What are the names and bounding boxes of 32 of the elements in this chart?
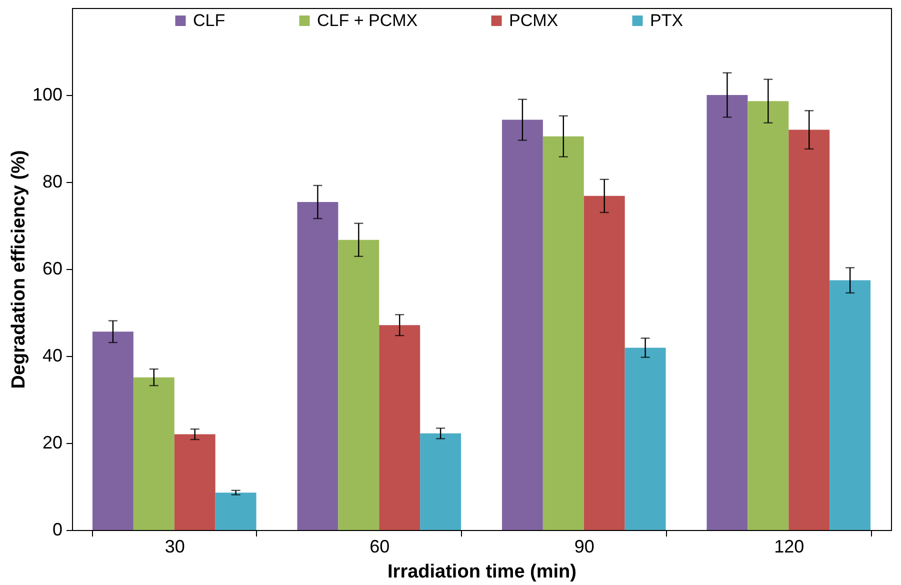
y-tick-label: 100 <box>32 84 62 104</box>
bar <box>133 377 174 530</box>
bar <box>379 325 420 530</box>
y-axis-title: Degradation efficiency (%) <box>8 150 30 389</box>
bar <box>788 130 830 530</box>
bar <box>584 196 625 530</box>
bar <box>830 280 871 530</box>
legend-label: CLF <box>193 10 226 30</box>
legend-label: CLF + PCMX <box>317 10 418 30</box>
legend-label: PTX <box>650 10 684 30</box>
bar <box>706 95 748 530</box>
x-tick-label: 60 <box>370 536 390 556</box>
bar <box>338 240 380 530</box>
bar <box>542 136 584 530</box>
bar <box>624 348 666 530</box>
legend-label: PCMX <box>509 10 558 30</box>
bar <box>502 120 543 530</box>
x-axis-title: Irradiation time (min) <box>388 562 576 582</box>
x-tick-label: 90 <box>574 536 594 556</box>
y-tick-label: 20 <box>42 432 62 452</box>
bar <box>748 101 789 530</box>
bar <box>215 492 256 530</box>
bar <box>420 433 462 530</box>
y-tick-label: 40 <box>42 346 62 366</box>
y-tick-label: 0 <box>52 520 62 540</box>
bar <box>92 332 134 530</box>
y-tick-label: 60 <box>42 258 62 278</box>
bar <box>174 434 216 530</box>
y-tick-label: 80 <box>42 172 62 192</box>
x-tick-label: 30 <box>164 536 185 556</box>
x-tick-label: 120 <box>774 536 804 556</box>
bar <box>297 202 338 530</box>
